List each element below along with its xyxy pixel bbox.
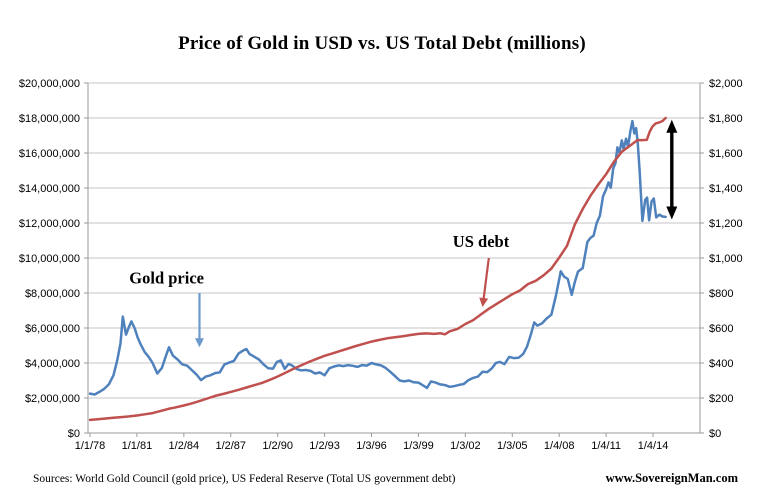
x-axis-tick-label: 1/3/99 — [403, 440, 434, 452]
right-axis-tick-label: $2,000 — [709, 78, 743, 90]
right-axis-tick-label: $600 — [709, 323, 733, 335]
left-axis-tick-label: $12,000,000 — [19, 218, 80, 230]
left-axis-tick-label: $0 — [68, 428, 80, 440]
x-axis-tick-label: 1/3/05 — [497, 440, 528, 452]
us-debt-line — [88, 116, 667, 422]
x-axis-tick-label: 1/2/93 — [309, 440, 340, 452]
y-axis-left-labels: $0 $2,000,000 $4,000,000 $6,000,000 $8,000,0… — [19, 78, 80, 440]
right-axis-tick-label: $0 — [709, 428, 721, 440]
right-axis-tick-label: $1,400 — [709, 183, 743, 195]
annotation-gold-price: Gold price — [129, 268, 204, 348]
gridlines — [88, 82, 700, 399]
right-axis-tick-label: $400 — [709, 358, 733, 370]
right-axis-tick-label: $1,200 — [709, 218, 743, 230]
right-axis-tick-label: $1,600 — [709, 148, 743, 160]
annotation-arrow-shaft — [482, 257, 490, 300]
x-axis-tick-label: 1/1/81 — [122, 440, 153, 452]
x-axis-labels: 1/1/78 1/1/81 1/2/84 1/2/87 1/2/90 1/2/93 1/3/… — [75, 440, 669, 452]
left-axis-tick-label: $6,000,000 — [25, 323, 80, 335]
x-axis-tick-label: 1/3/02 — [450, 440, 481, 452]
gold-price-line — [88, 119, 667, 396]
left-axis-tick-label: $18,000,000 — [19, 113, 80, 125]
x-axis-tick-label: 1/4/08 — [544, 440, 575, 452]
website-link[interactable]: www.SovereignMan.com — [605, 471, 738, 485]
x-axis-tick-label: 1/4/14 — [638, 440, 669, 452]
left-axis-tick-label: $8,000,000 — [25, 288, 80, 300]
annotation-label: US debt — [453, 232, 510, 251]
left-axis-tick-label: $2,000,000 — [25, 393, 80, 405]
arrowhead — [666, 206, 678, 220]
right-axis-tick-label: $1,000 — [709, 253, 743, 265]
x-axis-tick-label: 1/2/84 — [169, 440, 200, 452]
x-axis-tick-label: 1/3/96 — [356, 440, 387, 452]
arrowhead — [666, 119, 678, 133]
x-axis-tick-label: 1/1/78 — [75, 440, 106, 452]
x-axis-tick-label: 1/4/11 — [591, 440, 621, 452]
y-axis-right-labels: $0 $200 $400 $600 $800 $1,000 $1,200 $1,400 $1,6… — [709, 78, 743, 440]
chart-title: Price of Gold in USD vs. US Total Debt (… — [178, 33, 586, 54]
left-axis-tick-label: $16,000,000 — [19, 148, 80, 160]
annotation-us-debt: US debt — [453, 232, 510, 307]
arrowhead — [479, 297, 489, 307]
annotation-label: Gold price — [129, 268, 204, 287]
left-axis-tick-label: $10,000,000 — [19, 253, 80, 265]
right-axis-tick-label: $800 — [709, 288, 733, 300]
left-axis-tick-label: $14,000,000 — [19, 183, 80, 195]
left-axis-tick-label: $20,000,000 — [19, 78, 80, 90]
left-axis-tick-label: $4,000,000 — [25, 358, 80, 370]
annotation-gap-arrow — [666, 119, 678, 220]
x-axis-tick-label: 1/2/90 — [262, 440, 293, 452]
right-axis-tick-label: $200 — [709, 393, 733, 405]
axes — [84, 82, 704, 437]
sources-note: Sources: World Gold Council (gold price)… — [33, 473, 456, 485]
x-axis-tick-label: 1/2/87 — [215, 440, 246, 452]
right-axis-tick-label: $1,800 — [709, 113, 743, 125]
arrowhead — [194, 338, 204, 348]
